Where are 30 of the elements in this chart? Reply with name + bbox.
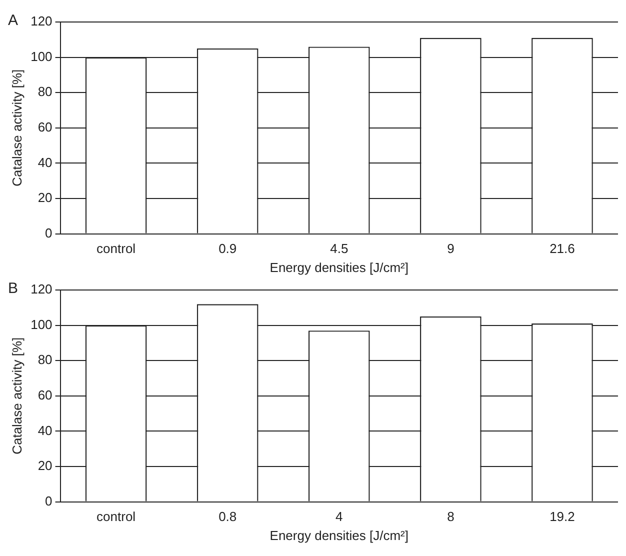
- y-tick-label: 100: [30, 316, 52, 332]
- x-axis-title: Energy densities [J/cm²]: [270, 260, 409, 275]
- y-tick-label: 20: [38, 458, 52, 474]
- x-tick-label: control: [96, 509, 136, 524]
- y-tick-label: 60: [38, 387, 52, 402]
- chart-title: A: [8, 12, 18, 30]
- y-tick-label: 120: [30, 282, 52, 297]
- x-tick-label: 4: [336, 509, 343, 524]
- x-tick-label: control: [96, 241, 136, 256]
- y-axis-title: Catalase activity [%]: [9, 337, 24, 454]
- x-tick-label: 4.5: [330, 241, 348, 256]
- y-tick-label: 0: [45, 225, 52, 240]
- y-tick-label: 40: [38, 422, 52, 438]
- y-tick-label: 120: [30, 14, 52, 29]
- y-tick-label: 60: [38, 119, 52, 134]
- x-tick-label: 8: [447, 509, 454, 524]
- x-tick-label: 19.2: [550, 509, 575, 524]
- y-tick-label: 20: [38, 190, 52, 206]
- x-tick-label: 0.9: [218, 241, 237, 256]
- y-tick-label: 80: [38, 352, 52, 368]
- y-tick-label: 80: [38, 84, 52, 100]
- y-tick-label: 0: [45, 493, 52, 508]
- x-tick-label: 0.8: [218, 509, 237, 524]
- chart-title: B: [8, 280, 18, 298]
- x-axis-title: Energy densities [J/cm²]: [270, 528, 409, 543]
- x-tick-label: 21.6: [550, 241, 575, 256]
- x-tick-label: 9: [447, 241, 454, 256]
- y-tick-label: 40: [38, 154, 52, 170]
- y-axis-title: Catalase activity [%]: [9, 69, 24, 186]
- y-tick-label: 100: [30, 48, 52, 64]
